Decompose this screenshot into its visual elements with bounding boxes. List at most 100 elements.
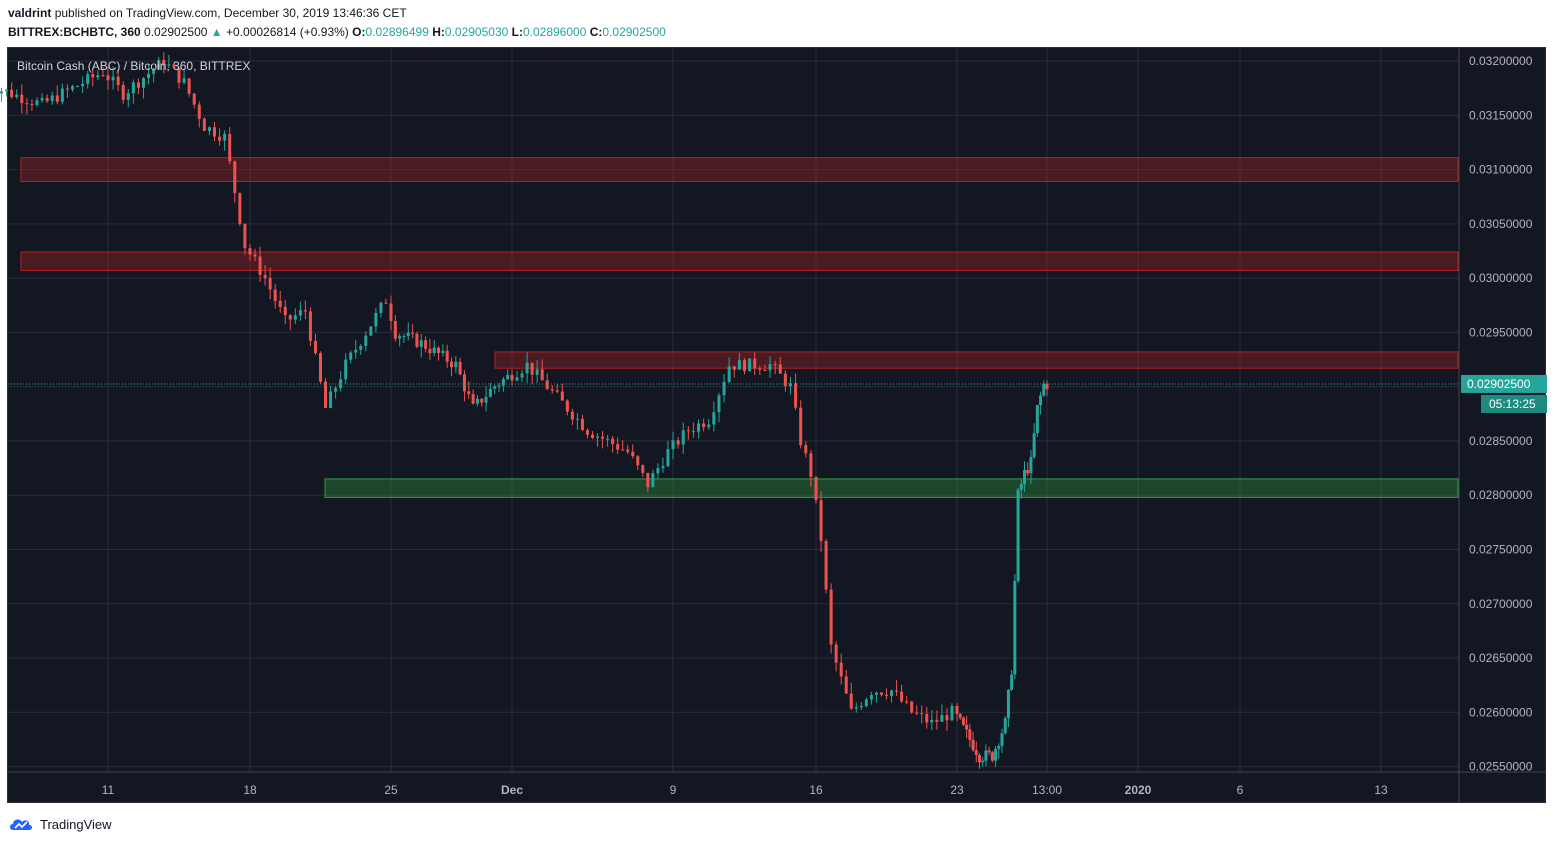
candle-body: [809, 453, 813, 477]
candle-body: [76, 86, 80, 88]
candle-body: [126, 93, 130, 100]
candle-body: [905, 701, 909, 703]
last-price-label: 0.02902500 05:13:25: [1461, 374, 1547, 413]
candle-body: [65, 88, 69, 90]
candle-body: [374, 312, 378, 327]
candle-body: [676, 440, 680, 445]
candle-body: [758, 368, 762, 370]
candle-body: [565, 400, 569, 412]
candle-body: [920, 713, 924, 715]
candle-body: [1006, 689, 1010, 719]
candle-body: [965, 724, 969, 730]
candle-body: [925, 713, 929, 723]
candle-body: [488, 388, 492, 397]
candle-body: [344, 359, 348, 380]
candle-body: [458, 361, 462, 375]
candle-body: [1045, 383, 1049, 390]
candle-body: [60, 88, 64, 102]
candle-body: [30, 103, 34, 105]
candle-body: [419, 340, 423, 347]
candle-body: [398, 336, 402, 339]
candle-body: [1029, 457, 1033, 474]
candle-body: [172, 64, 176, 68]
price-tick-label: 0.02700000: [1469, 597, 1533, 611]
candle-body: [722, 381, 726, 396]
candle-body: [213, 127, 216, 137]
candle-body: [207, 127, 211, 131]
tradingview-logo[interactable]: TradingView: [8, 814, 112, 834]
candle-body: [895, 690, 899, 692]
chart-frame[interactable]: [7, 47, 1546, 803]
candle-body: [940, 715, 944, 722]
candle-body: [849, 693, 853, 709]
candle-body: [743, 360, 746, 372]
high-label: H:: [432, 25, 445, 39]
candle-body: [525, 362, 529, 374]
candle-body: [228, 133, 232, 162]
candle-body: [384, 302, 388, 304]
price-tick-label: 0.03200000: [1469, 54, 1533, 68]
candle-body: [197, 104, 201, 119]
candle-body: [192, 93, 196, 105]
candle-body: [935, 719, 939, 722]
price-tick-label: 0.02950000: [1469, 325, 1533, 339]
time-tick-label: 2020: [1125, 783, 1152, 797]
candle-body: [233, 161, 237, 194]
price-axis: 0.03200000 0.03150000 0.03100000 0.03050000…: [1458, 48, 1533, 802]
candle-body: [666, 449, 670, 467]
candlesticks: [0, 52, 1049, 769]
candle-body: [501, 379, 505, 386]
candle-body: [402, 336, 406, 338]
author-name[interactable]: valdrint: [8, 6, 52, 20]
candle-body: [319, 353, 322, 382]
candle-body: [334, 388, 338, 392]
countdown-value: 05:13:25: [1489, 397, 1536, 411]
candle-body: [900, 691, 904, 702]
candle-body: [961, 717, 965, 725]
price-tick-label: 0.03100000: [1469, 163, 1533, 177]
candle-body: [778, 364, 782, 374]
candle-body: [131, 82, 135, 94]
candle-body: [243, 223, 247, 249]
time-tick-label: 13:00: [1032, 783, 1062, 797]
price-tick-label: 0.02550000: [1469, 760, 1533, 774]
candle-body: [288, 315, 292, 320]
candle-body: [484, 396, 488, 403]
candle-body: [493, 386, 497, 389]
candle-body: [874, 692, 878, 695]
publication-line: valdrint published on TradingView.com, D…: [8, 6, 407, 20]
time-tick-label: 18: [243, 783, 257, 797]
symbol-name[interactable]: BITTREX:BCHBTC, 360: [8, 25, 141, 39]
candle-body: [450, 361, 453, 368]
candle-body: [737, 360, 741, 370]
candle-body: [411, 332, 415, 334]
candle-body: [81, 83, 85, 87]
candle-body: [142, 78, 145, 88]
candle-body: [879, 692, 883, 695]
candle-body: [111, 76, 115, 81]
candle-body: [454, 361, 458, 368]
low-label: L:: [511, 25, 523, 39]
candle-body: [535, 369, 539, 375]
candle-body: [783, 373, 787, 387]
candle-body: [0, 91, 3, 94]
candle-body: [814, 476, 818, 501]
candle-body: [101, 75, 105, 77]
candle-body: [984, 750, 988, 761]
candle-body: [20, 94, 24, 104]
candle-body: [445, 350, 449, 362]
candle-body: [515, 377, 519, 381]
candle-body: [864, 699, 868, 707]
candle-body: [732, 366, 736, 370]
high-value: 0.02905030: [444, 25, 509, 39]
candle-body: [393, 320, 397, 339]
candle-body: [223, 133, 227, 141]
candle-body: [283, 306, 287, 316]
candle-body: [697, 423, 701, 432]
candle-body: [55, 95, 59, 102]
candle-body: [794, 383, 798, 408]
candle-body: [651, 473, 655, 488]
time-tick-label: 11: [102, 783, 115, 797]
candle-body: [968, 729, 972, 740]
